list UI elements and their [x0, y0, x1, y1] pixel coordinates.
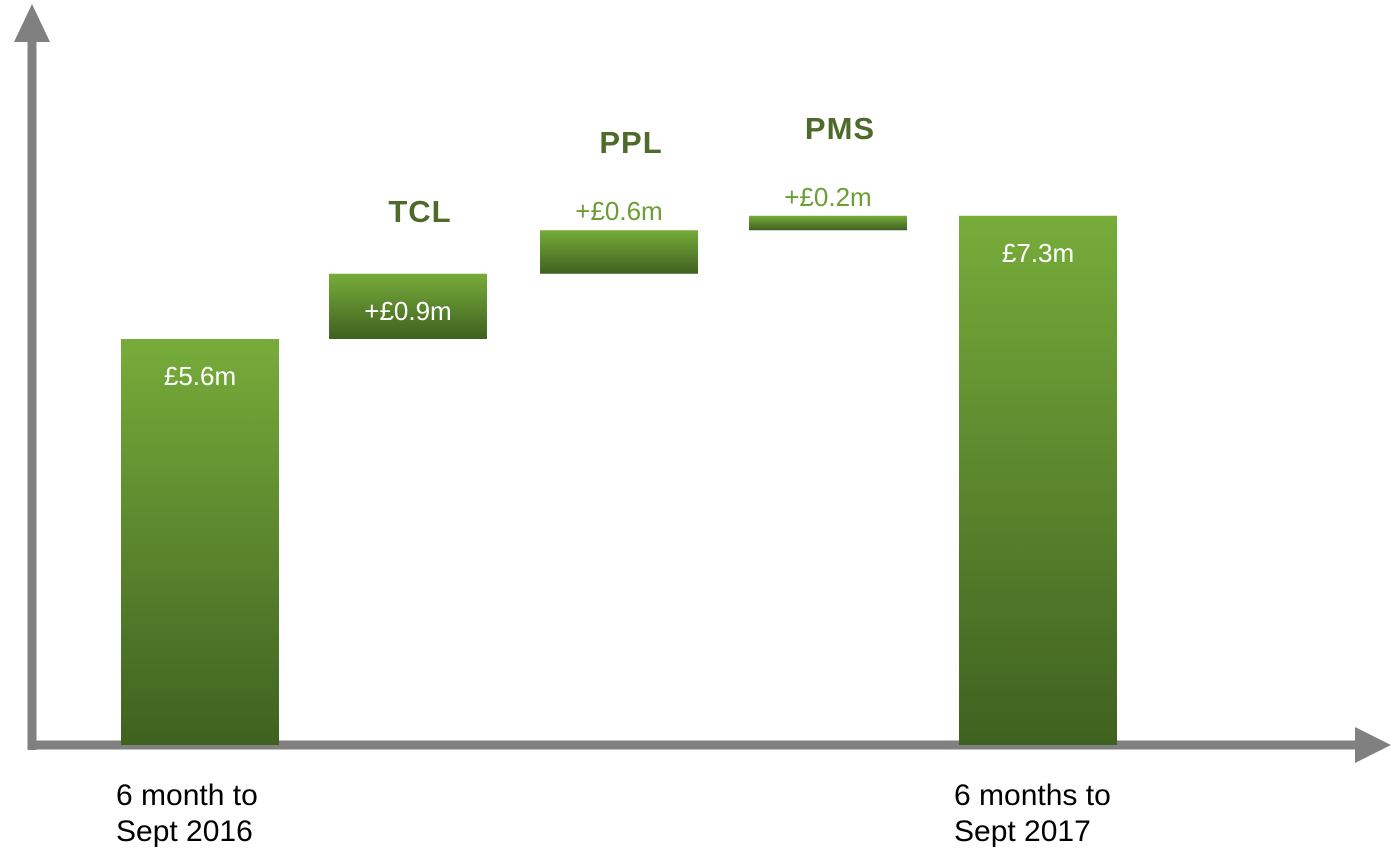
- category-label: PMS: [804, 110, 876, 146]
- value-label: £7.3m: [1001, 237, 1075, 268]
- bar: [959, 215, 1117, 745]
- bar: [749, 215, 907, 231]
- category-label: PPL: [599, 125, 663, 161]
- x-axis-arrow: [1355, 727, 1391, 763]
- value-label: £5.6m: [163, 361, 237, 391]
- x-tick-label: 6 month to Sept 2016: [116, 779, 258, 848]
- value-label: +£0.2m: [784, 181, 872, 212]
- value-label: +£0.9m: [364, 295, 452, 326]
- bar: [329, 273, 487, 339]
- category-label: TCL: [388, 193, 452, 229]
- bar: [540, 230, 698, 274]
- x-tick-label: 6 months to Sept 2017: [954, 779, 1111, 848]
- bar: [121, 339, 279, 745]
- value-label: +£0.6m: [575, 196, 663, 227]
- y-axis-arrow: [14, 4, 50, 42]
